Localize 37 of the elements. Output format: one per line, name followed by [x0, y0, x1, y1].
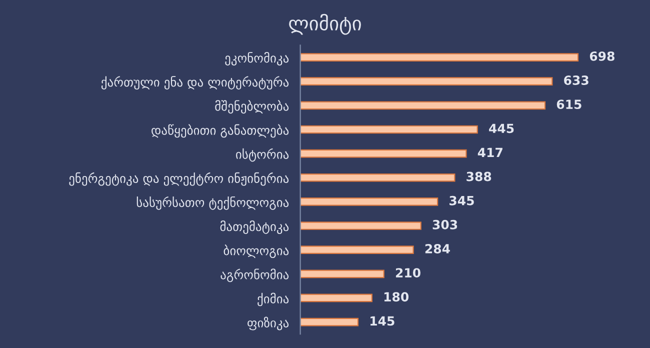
data-label: 388: [466, 172, 492, 182]
data-label: 284: [425, 244, 450, 254]
y-tick-label: აგრონომია: [220, 268, 289, 282]
data-label: 445: [489, 124, 514, 134]
bar: [300, 101, 546, 110]
bar: [300, 270, 384, 278]
bar: [300, 173, 456, 182]
bar: [300, 198, 438, 206]
bar: [300, 77, 553, 86]
data-label: 210: [396, 268, 420, 278]
data-label: 345: [450, 196, 474, 206]
data-label: 180: [384, 292, 409, 302]
y-tick-label: ისტორია: [236, 148, 289, 162]
data-label: 633: [564, 76, 588, 85]
data-label: 615: [556, 100, 582, 110]
y-tick-label: ქიმია: [258, 292, 289, 306]
bar: [300, 318, 359, 326]
y-tick-label: ენერგეტიკა და ელექტრო ინჟინერია: [69, 172, 289, 186]
data-label: 698: [590, 51, 614, 61]
y-tick-label: ფიზიკა: [248, 316, 289, 330]
y-tick-label: დაწყებითი განათლება: [152, 124, 289, 138]
y-tick-label: ბიოლოგია: [224, 244, 289, 258]
y-tick-label: ეკონომიკა: [225, 52, 289, 66]
bar: [300, 125, 478, 134]
bar: [300, 222, 422, 230]
y-tick-label: ქართული ენა და ლიტერატურა: [101, 76, 289, 90]
y-tick-label: მათემატიკა: [220, 220, 289, 234]
bar: [300, 294, 372, 302]
y-tick-label: მშენებლობა: [215, 100, 289, 114]
bar: [300, 246, 414, 254]
chart-title: ლიმიტი: [289, 14, 361, 35]
bar: [300, 53, 579, 62]
bar: [300, 149, 467, 158]
y-tick-label: სასურსათო ტექნოლოგია: [136, 196, 289, 210]
data-label: 145: [370, 316, 394, 326]
data-label: 303: [432, 220, 458, 230]
data-label: 417: [478, 148, 502, 158]
